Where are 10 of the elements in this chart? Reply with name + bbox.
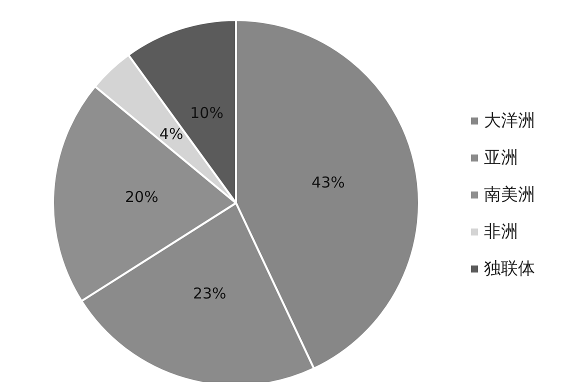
legend-label: 南美洲: [484, 185, 535, 205]
legend-label: 非洲: [484, 222, 518, 242]
data-label: 43%: [312, 173, 345, 192]
legend-label: 独联体: [484, 259, 535, 279]
legend-label: 大洋洲: [484, 111, 535, 131]
legend-label: 亚洲: [484, 148, 518, 168]
data-label: 23%: [192, 284, 226, 303]
data-label: 10%: [190, 104, 224, 122]
data-label: 20%: [125, 188, 158, 206]
data-label: 4%: [159, 125, 184, 144]
